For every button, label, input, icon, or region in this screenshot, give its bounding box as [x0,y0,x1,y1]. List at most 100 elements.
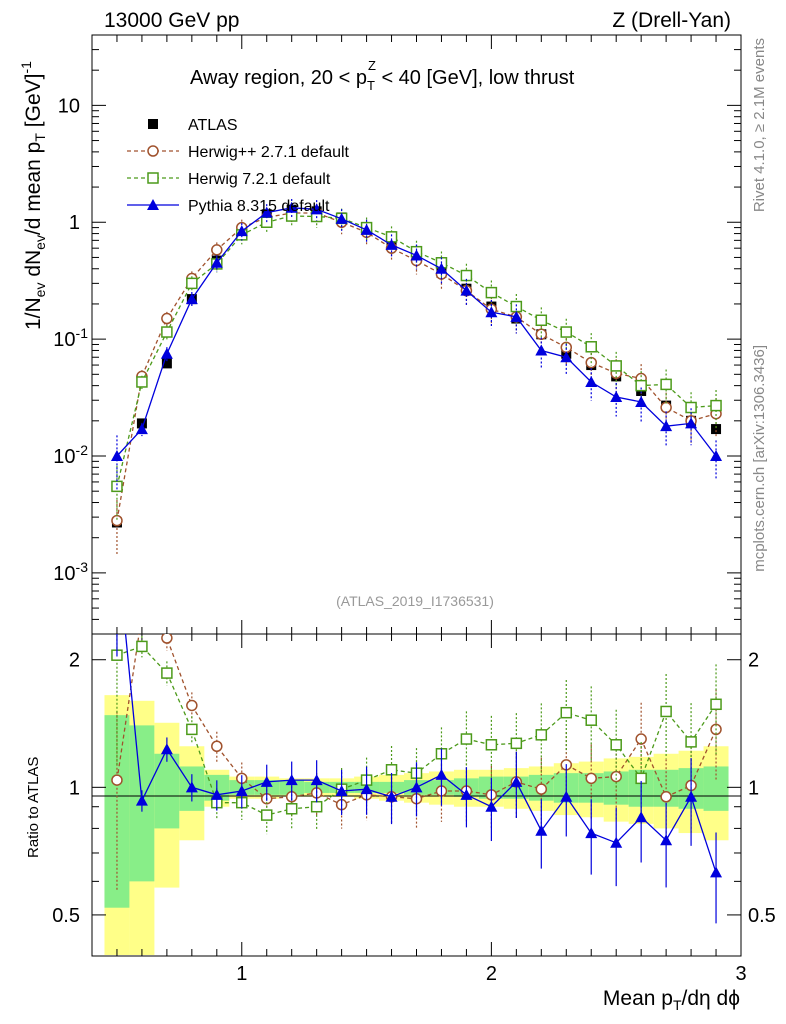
ratio-point [161,667,173,679]
data-point [161,326,173,338]
ratio-point [560,790,573,802]
legend-marker [148,119,158,129]
x-tick-label: 3 [735,963,746,985]
ratio-point [160,743,173,755]
ratio-point [660,834,673,846]
data-point [560,351,573,363]
ratio-series-triangle [116,634,723,924]
data-point [210,256,223,268]
ratio-tick-label: 2 [69,650,80,672]
ratio-uncertainty-bands [104,695,729,955]
data-point [535,314,548,327]
ratio-point [660,705,672,718]
rivet-version-text: Rivet 4.1.0, ≥ 2.1M events [751,38,768,212]
data-point [410,249,423,261]
legend-marker [147,145,159,157]
data-point [610,360,622,372]
legend-marker [147,172,159,184]
ratio-point [310,800,323,813]
header-left: 13000 GeV pp [104,9,239,32]
data-point [710,399,722,412]
data-point [710,450,723,462]
chart-title-sub: T [367,78,375,93]
ratio-tick-label: 0.5 [52,905,80,927]
data-point [660,378,672,391]
chart-title: Away region, 20 < pTZ < 40 [GeV], low th… [190,58,575,93]
data-point [211,244,223,256]
ratio-point [260,775,273,787]
ratio-point [635,811,648,823]
data-point [535,344,548,356]
ratio-point [535,729,548,741]
mcplots-text: mcplots.cern.ch [arXiv:1306.3436] [751,345,768,572]
ratio-point [186,699,198,712]
ratio-point [136,640,148,653]
data-point [635,379,647,392]
legend-item: Pythia 8.315 default [127,198,330,215]
ratio-point [610,739,622,751]
ratio-point [535,824,548,836]
ratio-point [435,768,448,780]
ratio-point [210,788,223,800]
ratio-point [185,781,198,793]
x-tick-label: 2 [486,963,497,985]
ratio-point [585,714,597,726]
data-point [161,312,173,325]
ratio-tick-label: 1 [69,777,80,799]
y-tick-label: 10-3 [53,559,88,585]
series-triangle [110,198,723,492]
ratio-point [535,783,548,795]
ratio-point [260,809,273,821]
legend: ATLAS Herwig++ 2.7.1 default Herwig 7.2.1 … [127,117,350,215]
ratio-y-axis-label: Ratio to ATLAS [25,757,42,858]
chart-title-suffix: < 40 [GeV], low thrust [376,67,575,89]
legend-item: Herwig 7.2.1 default [127,171,331,188]
data-point [160,347,173,359]
ratio-tick-label: 1 [748,777,759,799]
data-point [135,423,148,435]
ratio-point [460,788,473,800]
legend-label: Pythia 8.315 default [188,198,330,215]
legend-label: Herwig 7.2.1 default [188,171,331,188]
data-point [660,401,672,414]
data-point [136,376,148,388]
data-point [711,424,722,435]
ratio-band-stat [154,753,180,829]
ratio-point [285,774,298,786]
data-point [585,341,597,353]
data-point [660,420,673,432]
ratio-point [510,737,523,750]
ratio-point [585,772,597,785]
ratio-point [485,739,498,751]
ratio-point [310,774,323,786]
data-point [186,277,198,290]
ratio-tick-label: 0.5 [748,905,776,927]
ratio-point [560,706,573,719]
data-point [385,238,398,250]
ratio-point [135,794,148,806]
x-tick-label: 1 [236,963,247,985]
data-point [235,225,248,237]
data-point [610,390,623,402]
ratio-point [410,781,423,793]
analysis-label: (ATLAS_2019_I1736531) [336,593,494,609]
ratio-point [585,827,598,839]
data-point [360,223,373,235]
x-ticks: 1 2 3 [91,35,747,985]
data-point [111,514,123,527]
data-point [485,306,498,318]
data-point [510,310,523,322]
ratio-point [161,634,173,644]
chart-title-sup: Z [368,58,376,73]
ratio-point [385,790,398,802]
data-point [560,326,573,338]
ratio-point [685,790,698,802]
ratio-band-stat [703,766,729,811]
y-tick-label: 10-1 [53,325,88,351]
data-point [460,284,473,296]
main-series [110,198,723,556]
y-tick-label: 10-2 [53,442,88,468]
legend-item: Herwig++ 2.7.1 default [127,144,350,161]
data-point [285,201,298,213]
ratio-point [335,785,348,797]
